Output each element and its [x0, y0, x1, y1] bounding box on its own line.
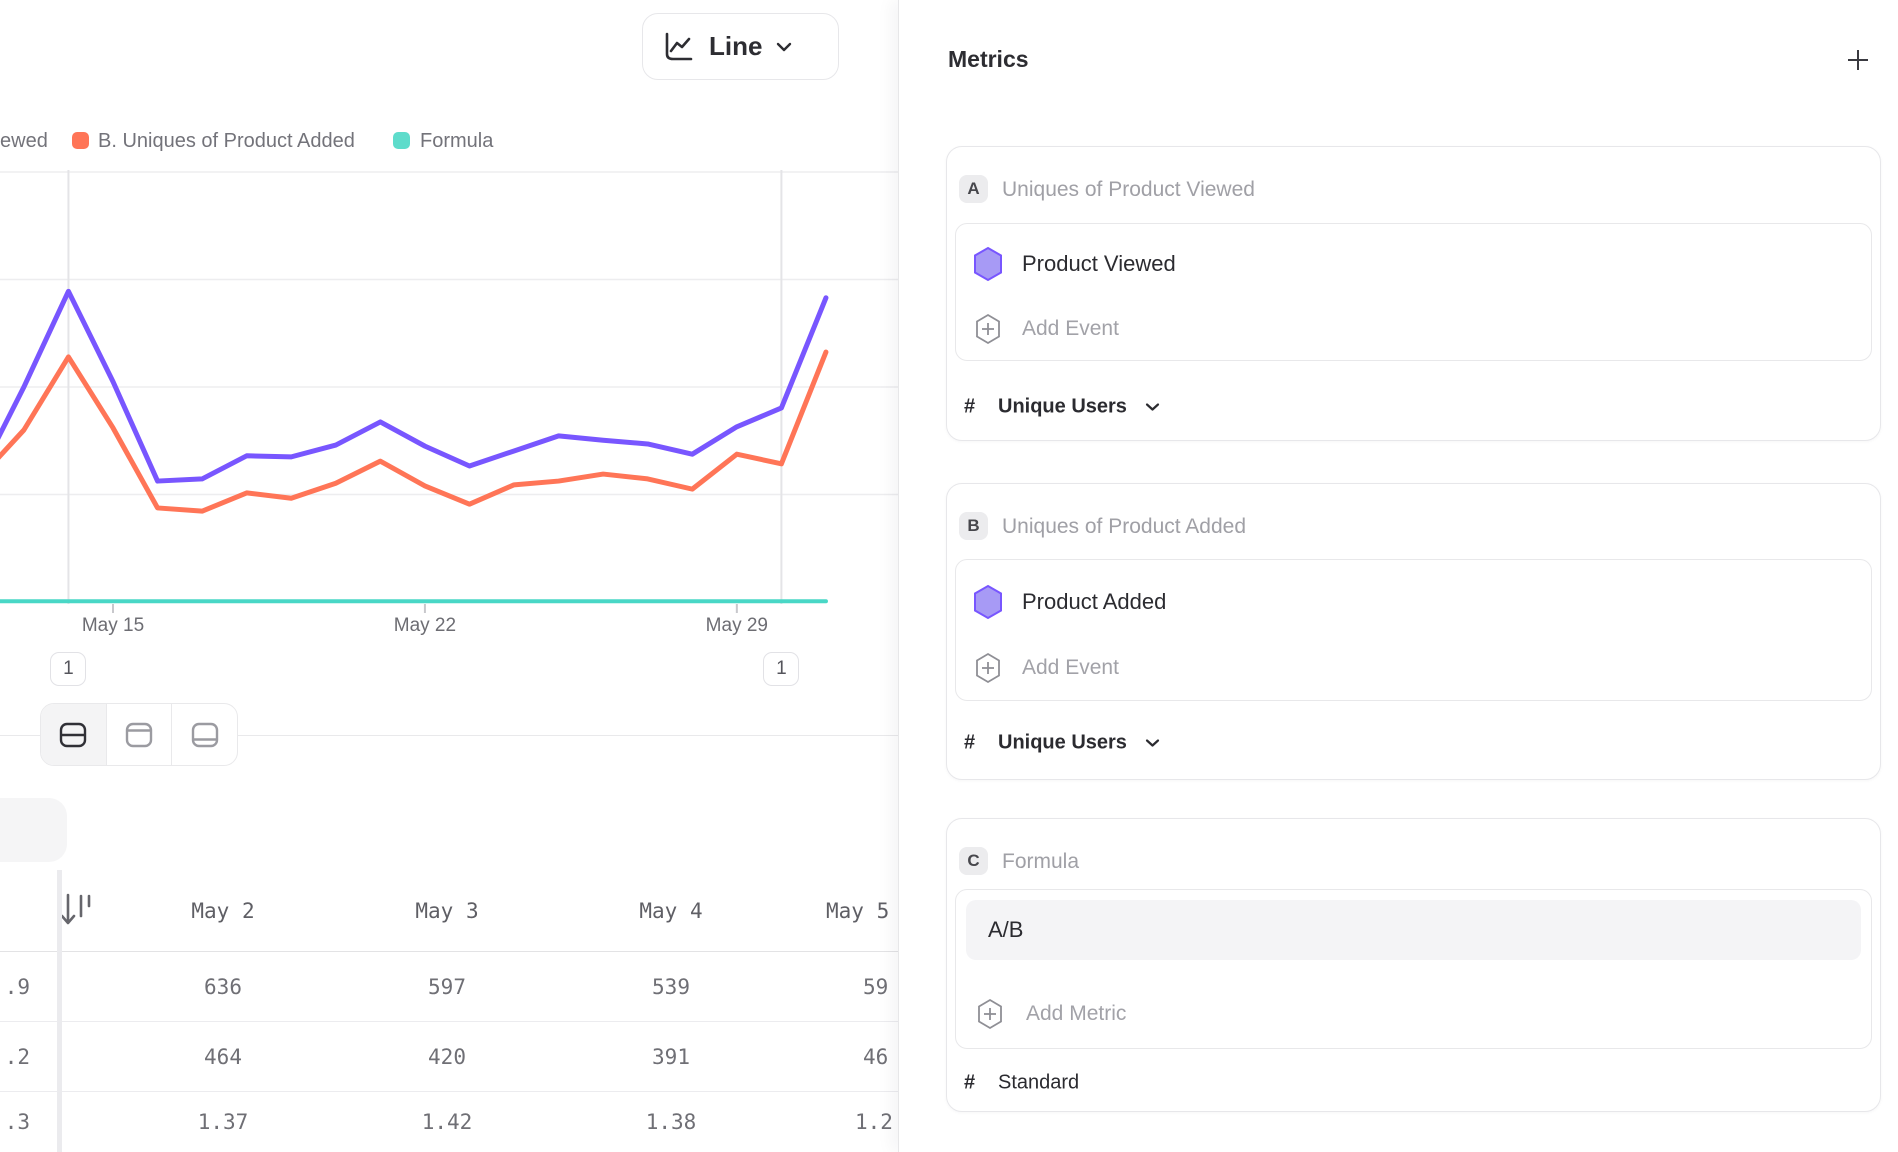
metric-letter-badge: B: [959, 512, 988, 540]
metrics-panel: Metrics A Uniques of Product Viewed Prod…: [898, 0, 1898, 1152]
chevron-down-icon: [1145, 739, 1160, 747]
metric-card-title[interactable]: Uniques of Product Added: [1002, 515, 1247, 538]
formula-value: A/B: [988, 917, 1024, 942]
event-hexagon-icon: [974, 246, 1002, 282]
table-cell: 464: [204, 1044, 242, 1069]
table-sort-button[interactable]: [0, 870, 91, 951]
metric-card-title[interactable]: Formula: [1002, 850, 1080, 873]
frozen-cell-fragment: .9: [4, 974, 30, 999]
formula-input[interactable]: A/B: [966, 900, 1861, 960]
series-line[interactable]: [0, 288, 829, 484]
line-chart-icon: [665, 32, 693, 60]
bottom-bar-view-icon: [191, 722, 218, 747]
add-event-hexagon-plus-icon: [976, 313, 1000, 345]
table-row: .3 1.37 1.42 1.38 1.2: [0, 1092, 898, 1152]
legend-item-formula-label[interactable]: Formula: [420, 130, 494, 152]
metric-card-title[interactable]: Uniques of Product Viewed: [1002, 178, 1255, 201]
chart-type-label: Line: [709, 31, 763, 61]
event-list: Product Added Add Event: [955, 559, 1872, 701]
frozen-cell-fragment: .2: [4, 1044, 30, 1069]
chart-type-dropdown[interactable]: Line: [642, 13, 839, 80]
hash-icon: #: [964, 1071, 976, 1094]
column-header[interactable]: May 4: [639, 898, 703, 923]
table-cell: 1.37: [197, 1110, 249, 1134]
x-axis-label: May 15: [81, 615, 145, 636]
metrics-panel-title: Metrics: [948, 46, 1029, 72]
table-cell: 391: [652, 1044, 690, 1069]
event-name: Product Added: [1022, 589, 1167, 614]
toggle-table-only[interactable]: [171, 704, 237, 765]
section-divider: [0, 735, 40, 736]
chevron-down-icon: [777, 42, 792, 51]
add-event-label: Add Event: [1022, 317, 1119, 340]
series-line[interactable]: [0, 349, 829, 514]
annotation-badge[interactable]: 1: [50, 652, 87, 686]
add-metric-plus-icon[interactable]: [1846, 48, 1870, 72]
table-cell: 1.38: [645, 1110, 697, 1134]
frozen-column-divider: [57, 870, 62, 1152]
table-cell: 636: [204, 974, 242, 999]
metric-card-c: C Formula A/B Add Metric # Standard: [946, 818, 1881, 1112]
legend-swatch-formula: [393, 132, 410, 149]
toggle-chart-and-table[interactable]: [41, 704, 106, 765]
add-metric-label: Add Metric: [1026, 1002, 1127, 1025]
table-cell: 59: [863, 974, 889, 999]
measurement-label: Unique Users: [998, 731, 1127, 754]
formula-editor: A/B Add Metric: [955, 889, 1872, 1049]
table-filter-chip[interactable]: [0, 798, 67, 862]
event-name: Product Viewed: [1022, 251, 1176, 276]
measurement-label: Unique Users: [998, 395, 1127, 418]
table-cell: 420: [428, 1044, 466, 1069]
table-cell: 46: [863, 1044, 889, 1069]
toggle-chart-only[interactable]: [105, 704, 172, 765]
top-bar-view-icon: [125, 722, 153, 747]
table-header-row: May 2 May 3 May 4 May 5: [0, 870, 898, 952]
legend-item-b-label[interactable]: B. Uniques of Product Added: [98, 130, 355, 152]
metric-letter-badge: A: [959, 175, 988, 203]
view-layout-toggle: [40, 703, 238, 766]
hash-icon: #: [964, 731, 976, 754]
hash-icon: #: [964, 395, 976, 418]
add-metric-hexagon-plus-icon: [978, 998, 1002, 1030]
table-cell: 597: [428, 974, 466, 999]
x-axis-label: May 29: [705, 615, 768, 636]
legend-swatch-b: [72, 132, 89, 149]
table-row: .2 464 420 391 46: [0, 1022, 898, 1092]
table-row: .9 636 597 539 59: [0, 952, 898, 1022]
x-axis-label: May 22: [393, 615, 457, 636]
event-list: Product Viewed Add Event: [955, 223, 1872, 361]
metric-card-b: B Uniques of Product Added Product Added…: [946, 483, 1881, 780]
metric-card-a: A Uniques of Product Viewed Product View…: [946, 146, 1881, 441]
table-cell: 1.42: [421, 1110, 473, 1134]
metric-letter-badge: C: [959, 847, 988, 875]
split-view-icon: [60, 722, 87, 747]
section-divider: [238, 735, 898, 736]
line-chart-plot[interactable]: [0, 160, 898, 620]
add-event-label: Add Event: [1022, 656, 1119, 679]
add-event-hexagon-plus-icon: [976, 652, 1000, 684]
sort-descending-icon: [60, 893, 91, 924]
table-cell: 539: [652, 974, 690, 999]
column-header[interactable]: May 3: [415, 898, 479, 923]
frozen-cell-fragment: .3: [4, 1110, 30, 1134]
formula-type-label: Standard: [998, 1071, 1080, 1094]
table-cell: 1.2: [855, 1110, 893, 1134]
annotation-badge[interactable]: 1: [763, 652, 800, 686]
report-canvas: ewed B. Uniques of Product Added Formula…: [0, 0, 898, 1152]
event-hexagon-icon: [974, 584, 1002, 620]
column-header[interactable]: May 5: [826, 898, 890, 923]
chart-legend: ewed B. Uniques of Product Added Formula: [0, 128, 898, 154]
column-header[interactable]: May 2: [191, 898, 255, 923]
chevron-down-icon: [1145, 403, 1160, 411]
legend-item-a-label[interactable]: ewed: [0, 130, 48, 152]
